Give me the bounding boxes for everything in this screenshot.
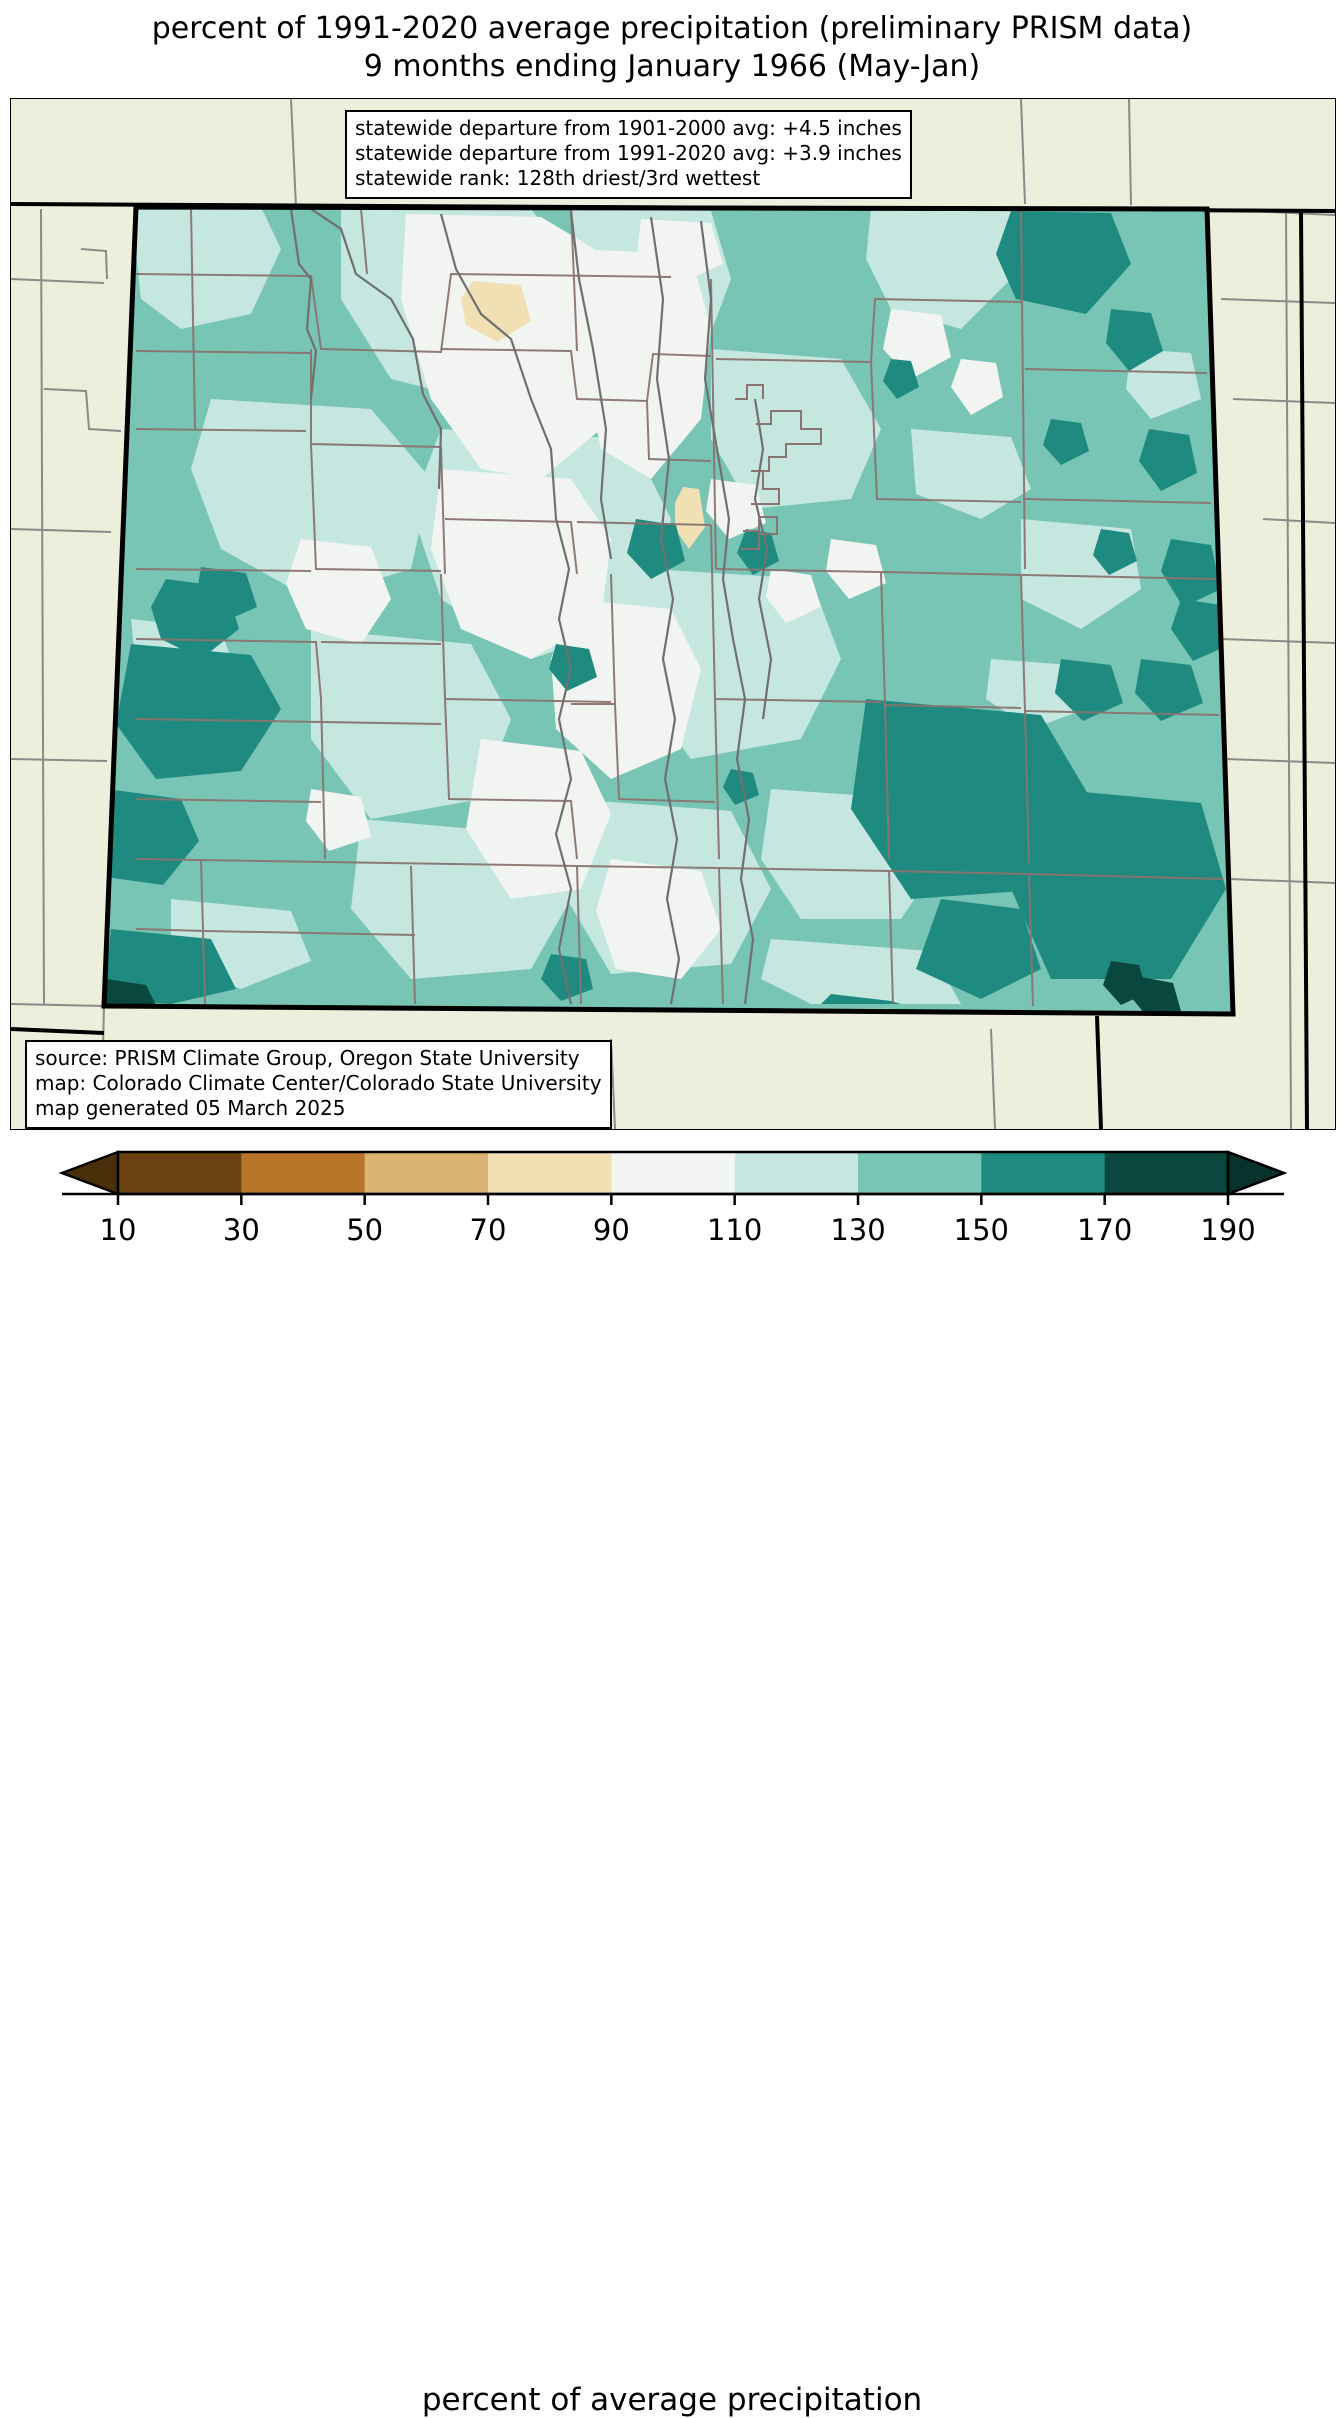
colorbar-tick-label: 50 [346, 1213, 383, 1247]
colorbar: 10 30 50 70 90 110 130 150 170 190 percent of ave… [0, 1140, 1344, 2418]
denver-metro-county-lines [735, 384, 822, 550]
colorbar-band-50-70 [364, 1152, 489, 1194]
title-line-1: percent of 1991-2020 average precipitati… [151, 11, 1193, 46]
map-generated-line: map generated 05 March 2025 [35, 1096, 346, 1120]
title-line-2: 9 months ending January 1966 (May-Jan) [363, 49, 981, 84]
colorbar-tick-label: 130 [830, 1213, 885, 1247]
colorbar-band-10-30 [118, 1152, 242, 1194]
page-title: percent of 1991-2020 average precipitati… [0, 0, 1344, 96]
neighbor-county-lines [11, 99, 1335, 1129]
colorbar-tick-label: 110 [707, 1213, 762, 1247]
colorbar-ticks: 10 30 50 70 90 110 130 150 170 190 [62, 1192, 1284, 1247]
colorbar-svg: 10 30 50 70 90 110 130 150 170 190 [58, 1150, 1288, 1247]
colorado-state-border [101, 204, 1236, 1017]
mountain-county-lines [289, 208, 773, 1005]
colorado-county-lines [135, 208, 1224, 1007]
colorbar-tick-label: 70 [470, 1213, 507, 1247]
colorbar-tick-label: 90 [593, 1213, 630, 1247]
colorbar-band-150-170 [981, 1152, 1106, 1194]
colorbar-band-170-190 [1104, 1152, 1229, 1194]
precipitation-field [104, 207, 1233, 1014]
colorado-precipitation-choropleth [11, 99, 1335, 1129]
stat-departure-1901-2000: statewide departure from 1901-2000 avg: … [355, 116, 902, 140]
source-box: source: PRISM Climate Group, Oregon Stat… [25, 1040, 612, 1129]
colorbar-bands [58, 1150, 1288, 1196]
colorbar-axis-label: percent of average precipitation [421, 2382, 923, 2418]
colorbar-tick-label: 10 [100, 1213, 137, 1247]
stat-statewide-rank: statewide rank: 128th driest/3rd wettest [355, 166, 761, 190]
source-line: source: PRISM Climate Group, Oregon Stat… [35, 1046, 580, 1070]
colorbar-band-110-130 [734, 1152, 859, 1194]
colorbar-band-70-90 [488, 1152, 612, 1194]
colorbar-band-90-110 [611, 1152, 736, 1194]
colorbar-under-arrow [58, 1150, 120, 1196]
colorbar-band-30-50 [241, 1152, 366, 1194]
colorbar-band-130-150 [858, 1152, 982, 1194]
colorbar-tick-label: 30 [223, 1213, 260, 1247]
map-canvas[interactable] [10, 98, 1336, 1130]
colorbar-over-arrow [1226, 1150, 1288, 1196]
map-credit-line: map: Colorado Climate Center/Colorado St… [35, 1071, 602, 1095]
colorbar-tick-label: 150 [954, 1213, 1009, 1247]
statistics-box: statewide departure from 1901-2000 avg: … [345, 110, 912, 199]
colorbar-tick-label: 170 [1077, 1213, 1132, 1247]
stat-departure-1991-2020: statewide departure from 1991-2020 avg: … [355, 141, 902, 165]
colorbar-tick-label: 190 [1200, 1213, 1255, 1247]
